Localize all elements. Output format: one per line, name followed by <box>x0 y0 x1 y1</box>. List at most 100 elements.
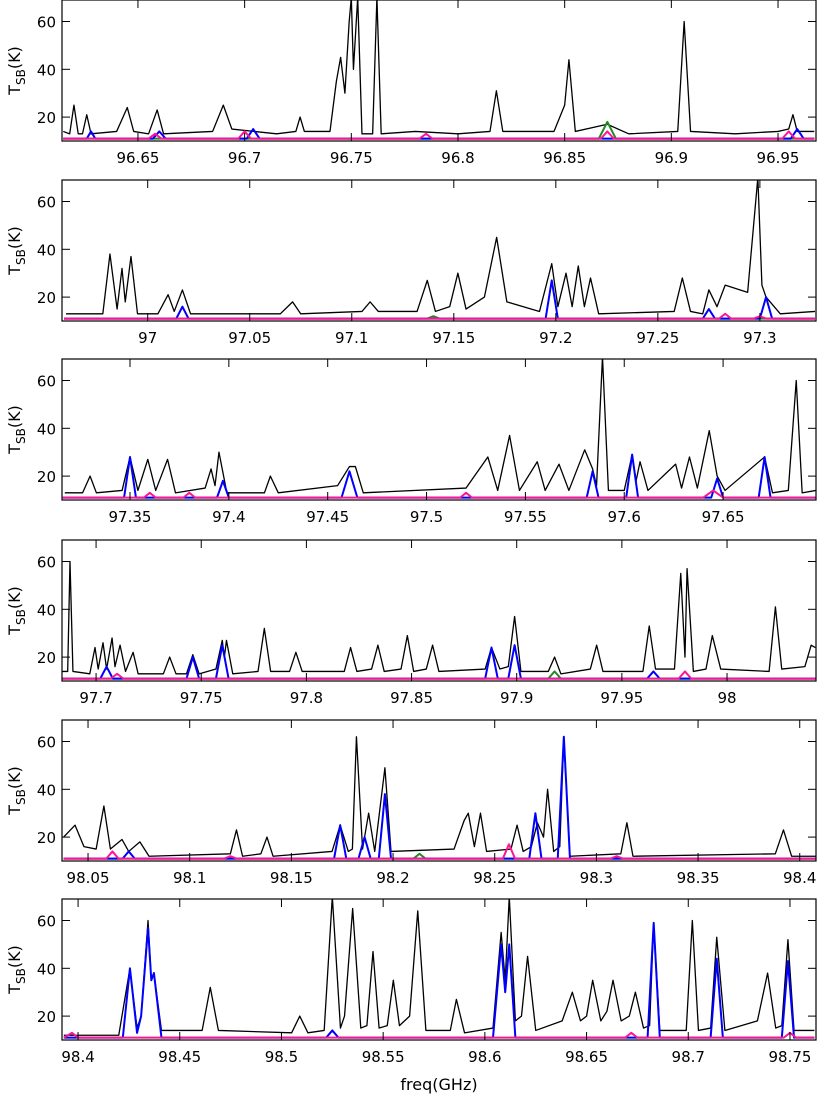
x-tick-label: 98.35 <box>677 869 720 887</box>
x-tick-label: 97.05 <box>228 329 271 347</box>
y-label-unit: (K) <box>5 945 24 968</box>
x-tick-label: 97.5 <box>410 508 443 526</box>
x-tick-label: 96.8 <box>441 149 474 167</box>
y-label-main: T <box>5 265 24 276</box>
x-tick-label: 98.55 <box>362 1048 405 1066</box>
x-tick-label: 98.15 <box>270 869 313 887</box>
frame <box>61 0 817 142</box>
frame <box>61 179 817 322</box>
frame <box>61 358 817 501</box>
x-tick-label: 98.75 <box>768 1048 811 1066</box>
x-tick-label: 97.25 <box>636 329 679 347</box>
x-axis-label: freq(GHz) <box>400 1075 477 1094</box>
panel: 20 40 60 98.05 98.1 98.15 98.2 98.25 98.3 98.35 98… <box>5 719 817 887</box>
spectrum-line <box>62 560 816 675</box>
panel: 20 40 60 96.65 96.7 96.75 96.8 96.85 96.9 96.95 TS… <box>5 0 817 167</box>
y-tick-label: 20 <box>37 649 56 667</box>
y-tick-label: 20 <box>37 829 56 847</box>
plot <box>63 735 816 860</box>
y-axis-label: TSB(K) <box>5 226 28 276</box>
x-tick-label: 97.3 <box>743 329 776 347</box>
x-tick-label: 96.85 <box>543 149 586 167</box>
x-tick-label: 98.05 <box>67 869 110 887</box>
y-label-sub: SB <box>14 69 28 85</box>
y-tick-label: 20 <box>37 109 56 127</box>
y-label-sub: SB <box>14 789 28 805</box>
x-tick-label: 97.55 <box>504 508 547 526</box>
y-label-sub: SB <box>14 428 28 444</box>
x-tick-label: 97.35 <box>109 508 152 526</box>
panel: 20 40 60 98.4 98.45 98.5 98.55 98.6 98.65 98.7 98.… <box>5 898 817 1094</box>
x-tick-label: 98.2 <box>376 869 409 887</box>
y-label-main: T <box>5 805 24 816</box>
y-label-unit: (K) <box>5 766 24 789</box>
x-tick-label: 98.25 <box>473 869 516 887</box>
x-tick-label: 96.75 <box>330 149 373 167</box>
y-tick-label: 20 <box>37 468 56 486</box>
x-tick-label: 97.85 <box>390 689 433 707</box>
x-tick-label: 98.45 <box>158 1048 201 1066</box>
x-tick-label: 97.9 <box>500 689 533 707</box>
y-label-main: T <box>5 444 24 455</box>
y-label-main: T <box>5 984 24 995</box>
y-label-main: T <box>5 85 24 96</box>
y-axis-label: TSB(K) <box>5 945 28 995</box>
plot <box>62 560 816 680</box>
x-tick-label: 97 <box>138 329 157 347</box>
y-tick-label: 20 <box>37 289 56 307</box>
plot <box>62 359 816 499</box>
y-label-unit: (K) <box>5 586 24 609</box>
x-tick-label: 97.95 <box>600 689 643 707</box>
y-label-sub: SB <box>14 968 28 984</box>
y-tick-label: 40 <box>37 781 56 799</box>
plot <box>64 180 816 320</box>
x-tick-label: 97.4 <box>212 508 245 526</box>
spectrum-line <box>64 359 816 494</box>
x-tick-label: 98.65 <box>565 1048 608 1066</box>
y-tick-label: 40 <box>37 960 56 978</box>
spectrum-line <box>66 180 816 315</box>
spectrum-line <box>63 735 816 860</box>
x-tick-label: 97.65 <box>702 508 745 526</box>
spectrum-line <box>63 130 815 140</box>
panel: 20 40 60 97.7 97.75 97.8 97.85 97.9 97.95 98 TSB(K… <box>5 539 817 707</box>
y-label-main: T <box>5 625 24 636</box>
y-tick-label: 60 <box>37 14 56 32</box>
y-label-unit: (K) <box>5 46 24 69</box>
x-tick-label: 97.8 <box>290 689 323 707</box>
y-axis-label: TSB(K) <box>5 766 28 816</box>
x-tick-label: 98.6 <box>468 1048 501 1066</box>
y-label-unit: (K) <box>5 405 24 428</box>
y-tick-label: 60 <box>37 913 56 931</box>
x-tick-label: 98.3 <box>580 869 613 887</box>
frame <box>61 719 817 862</box>
y-label-sub: SB <box>14 249 28 265</box>
spectrum-line <box>63 843 816 860</box>
x-tick-label: 97.7 <box>79 689 112 707</box>
x-tick-label: 96.65 <box>116 149 159 167</box>
y-label-sub: SB <box>14 609 28 625</box>
x-tick-label: 98.7 <box>672 1048 705 1066</box>
x-tick-label: 96.9 <box>655 149 688 167</box>
y-tick-label: 60 <box>37 554 56 572</box>
y-axis-label: TSB(K) <box>5 586 28 636</box>
y-tick-label: 40 <box>37 420 56 438</box>
y-label-unit: (K) <box>5 226 24 249</box>
spectrum-line <box>63 921 815 1039</box>
x-tick-label: 98.4 <box>61 1048 94 1066</box>
x-tick-label: 96.7 <box>228 149 261 167</box>
x-tick-label: 98.5 <box>265 1048 298 1066</box>
spectrum-line <box>64 312 815 320</box>
y-tick-label: 60 <box>37 373 56 391</box>
y-tick-label: 60 <box>37 194 56 212</box>
y-axis-label: TSB(K) <box>5 46 28 96</box>
spectrum-line <box>63 120 815 140</box>
spectrum-line <box>63 1031 815 1039</box>
y-axis-label: TSB(K) <box>5 405 28 455</box>
x-tick-label: 97.2 <box>539 329 572 347</box>
x-tick-label: 96.95 <box>757 149 800 167</box>
x-tick-label: 98.1 <box>173 869 206 887</box>
panel: 20 40 60 97 97.05 97.1 97.15 97.2 97.25 97.3 TSB(K… <box>5 179 817 347</box>
